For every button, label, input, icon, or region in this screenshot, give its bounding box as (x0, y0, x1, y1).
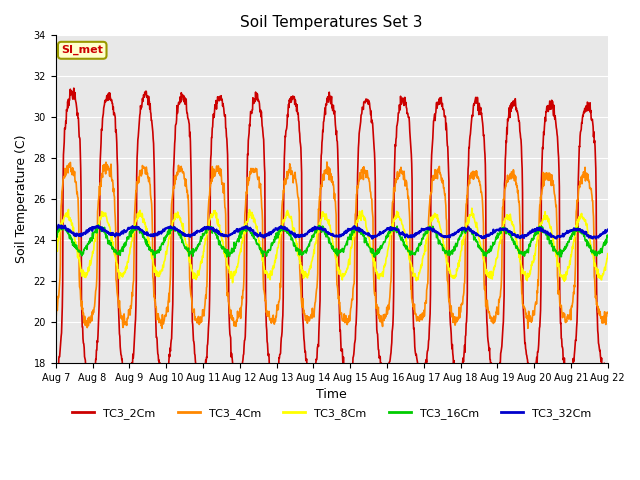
Text: SI_met: SI_met (61, 45, 103, 55)
TC3_32Cm (539, 227, 547, 232)
TC3_4Cm (418, 314, 426, 320)
TC3_2Cm (52, 369, 60, 374)
TC3_32Cm (418, 226, 426, 232)
Y-axis label: Soil Temperature (C): Soil Temperature (C) (15, 135, 28, 264)
TC3_32Cm (54, 222, 62, 228)
TC3_4Cm (175, 162, 182, 168)
TC3_8Cm (490, 267, 498, 273)
TC3_4Cm (323, 159, 331, 165)
TC3_16Cm (52, 233, 60, 239)
Line: TC3_16Cm: TC3_16Cm (56, 225, 608, 258)
TC3_4Cm (539, 181, 547, 187)
TC3_2Cm (237, 364, 245, 370)
TC3_16Cm (151, 255, 159, 261)
Line: TC3_4Cm: TC3_4Cm (56, 162, 608, 328)
TC3_16Cm (418, 236, 426, 241)
TC3_32Cm (369, 236, 376, 241)
TC3_4Cm (490, 313, 498, 319)
TC3_32Cm (52, 225, 60, 230)
TC3_2Cm (418, 374, 426, 380)
TC3_32Cm (162, 225, 170, 231)
Line: TC3_8Cm: TC3_8Cm (56, 208, 608, 283)
Line: TC3_32Cm: TC3_32Cm (56, 225, 608, 239)
TC3_2Cm (604, 370, 612, 376)
TC3_16Cm (162, 233, 170, 239)
TC3_16Cm (490, 241, 498, 247)
TC3_8Cm (228, 280, 236, 286)
TC3_4Cm (604, 310, 612, 315)
TC3_2Cm (70, 85, 77, 91)
TC3_2Cm (490, 374, 498, 380)
TC3_32Cm (604, 227, 612, 232)
TC3_16Cm (604, 234, 612, 240)
TC3_8Cm (52, 246, 60, 252)
TC3_4Cm (52, 319, 60, 325)
TC3_2Cm (162, 377, 170, 383)
TC3_16Cm (95, 222, 102, 228)
TC3_32Cm (490, 229, 498, 235)
TC3_16Cm (539, 226, 547, 232)
TC3_8Cm (468, 205, 476, 211)
TC3_2Cm (160, 382, 168, 387)
TC3_32Cm (237, 227, 244, 232)
Legend: TC3_2Cm, TC3_4Cm, TC3_8Cm, TC3_16Cm, TC3_32Cm: TC3_2Cm, TC3_4Cm, TC3_8Cm, TC3_16Cm, TC3… (67, 403, 596, 423)
TC3_4Cm (161, 313, 169, 319)
TC3_8Cm (161, 256, 169, 262)
TC3_8Cm (604, 251, 612, 257)
TC3_8Cm (237, 246, 244, 252)
TC3_8Cm (539, 216, 547, 222)
TC3_8Cm (418, 261, 426, 267)
TC3_16Cm (237, 228, 245, 234)
Line: TC3_2Cm: TC3_2Cm (56, 88, 608, 384)
TC3_16Cm (175, 230, 183, 236)
TC3_32Cm (175, 228, 183, 234)
TC3_4Cm (236, 305, 244, 311)
X-axis label: Time: Time (316, 388, 347, 401)
TC3_2Cm (539, 146, 547, 152)
Title: Soil Temperatures Set 3: Soil Temperatures Set 3 (241, 15, 423, 30)
TC3_8Cm (175, 215, 182, 220)
TC3_4Cm (524, 325, 532, 331)
TC3_2Cm (175, 101, 183, 107)
